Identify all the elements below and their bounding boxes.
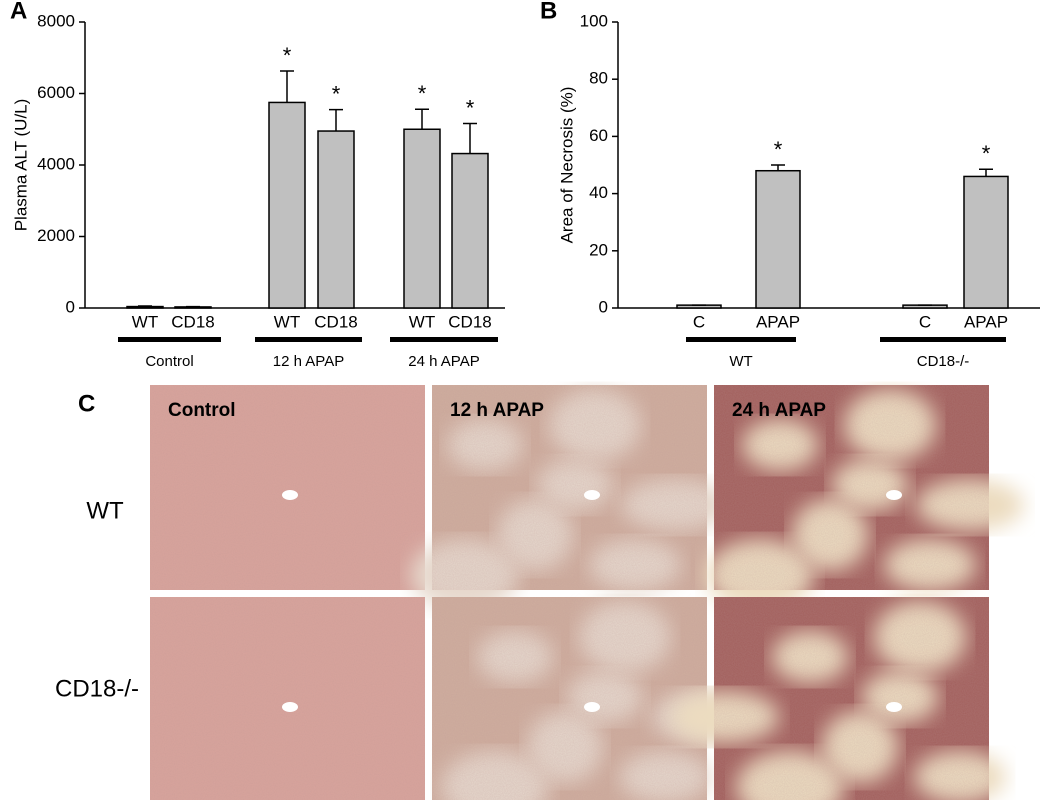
significance-marker: * xyxy=(466,95,475,120)
significance-marker: * xyxy=(332,81,341,106)
y-axis-label: Area of Necrosis (%) xyxy=(557,87,576,244)
y-tick-label: 40 xyxy=(589,183,608,202)
bar xyxy=(268,101,306,309)
row-label: CD18-/- xyxy=(55,675,139,702)
x-tick-label: WT xyxy=(132,312,158,331)
bar xyxy=(963,175,1009,309)
y-tick-label: 100 xyxy=(580,11,608,30)
group-label: 24 h APAP xyxy=(408,353,479,370)
micrograph xyxy=(432,597,759,800)
x-tick-label: C xyxy=(919,312,931,331)
x-tick-label: APAP xyxy=(964,312,1008,331)
vessel xyxy=(584,702,600,712)
group-bar xyxy=(880,337,1006,342)
bar xyxy=(755,169,801,309)
column-label: 24 h APAP xyxy=(732,400,826,421)
micrograph xyxy=(706,385,1024,611)
group-bar xyxy=(118,337,221,342)
micrograph-texture xyxy=(714,385,989,590)
x-tick-label: CD18 xyxy=(448,312,491,331)
y-tick-label: 0 xyxy=(66,297,75,316)
group-label: CD18-/- xyxy=(917,353,970,370)
bar xyxy=(317,130,355,309)
error-bar xyxy=(415,108,429,130)
x-tick-label: C xyxy=(693,312,705,331)
error-bar xyxy=(771,164,785,171)
y-tick-label: 80 xyxy=(589,69,608,88)
micrograph-texture xyxy=(150,597,425,800)
y-tick-label: 8000 xyxy=(37,11,75,30)
bar xyxy=(126,305,164,309)
error-bar xyxy=(329,108,343,132)
micrograph-texture xyxy=(432,597,707,800)
y-tick-label: 60 xyxy=(589,126,608,145)
group-label: 12 h APAP xyxy=(273,353,344,370)
vessel xyxy=(886,702,902,712)
x-tick-label: CD18 xyxy=(314,312,357,331)
group-bar xyxy=(255,337,362,342)
micrograph xyxy=(150,597,425,800)
x-tick-label: APAP xyxy=(756,312,800,331)
micrograph-texture xyxy=(432,385,707,590)
bar xyxy=(451,152,489,309)
vessel xyxy=(282,702,298,712)
panel-label: B xyxy=(540,0,557,24)
micrograph-texture xyxy=(714,597,989,800)
y-tick-label: 6000 xyxy=(37,83,75,102)
panel-c: C WT CD18-/- Control 12 h APAP 24 h APAP xyxy=(55,385,1024,800)
y-tick-label: 20 xyxy=(589,240,608,259)
micrograph xyxy=(150,385,425,590)
error-bar xyxy=(979,168,993,177)
significance-marker: * xyxy=(774,137,783,162)
significance-marker: * xyxy=(283,43,292,68)
panel-label: A xyxy=(10,0,27,24)
error-bar xyxy=(280,70,294,103)
group-label: WT xyxy=(729,353,752,370)
column-label: 12 h APAP xyxy=(450,400,544,421)
significance-marker: * xyxy=(418,81,427,106)
error-bar xyxy=(138,305,152,307)
group-bar xyxy=(686,337,796,342)
x-tick-label: WT xyxy=(274,312,300,331)
micrograph xyxy=(671,597,1006,800)
vessel xyxy=(886,490,902,500)
significance-marker: * xyxy=(982,141,991,166)
vessel xyxy=(282,490,298,500)
x-tick-label: CD18 xyxy=(171,312,214,331)
micrograph-texture xyxy=(150,385,425,590)
vessel xyxy=(584,490,600,500)
y-axis-label: Plasma ALT (U/L) xyxy=(11,99,30,232)
error-bar xyxy=(463,122,477,154)
bar xyxy=(403,128,441,309)
y-tick-label: 0 xyxy=(599,297,608,316)
y-tick-label: 2000 xyxy=(37,226,75,245)
y-tick-label: 4000 xyxy=(37,154,75,173)
panel-label: C xyxy=(78,390,95,417)
group-bar xyxy=(390,337,498,342)
column-label: Control xyxy=(168,400,236,421)
micrograph xyxy=(411,385,729,611)
row-label: WT xyxy=(86,497,124,524)
group-label: Control xyxy=(145,353,193,370)
x-tick-label: WT xyxy=(409,312,435,331)
